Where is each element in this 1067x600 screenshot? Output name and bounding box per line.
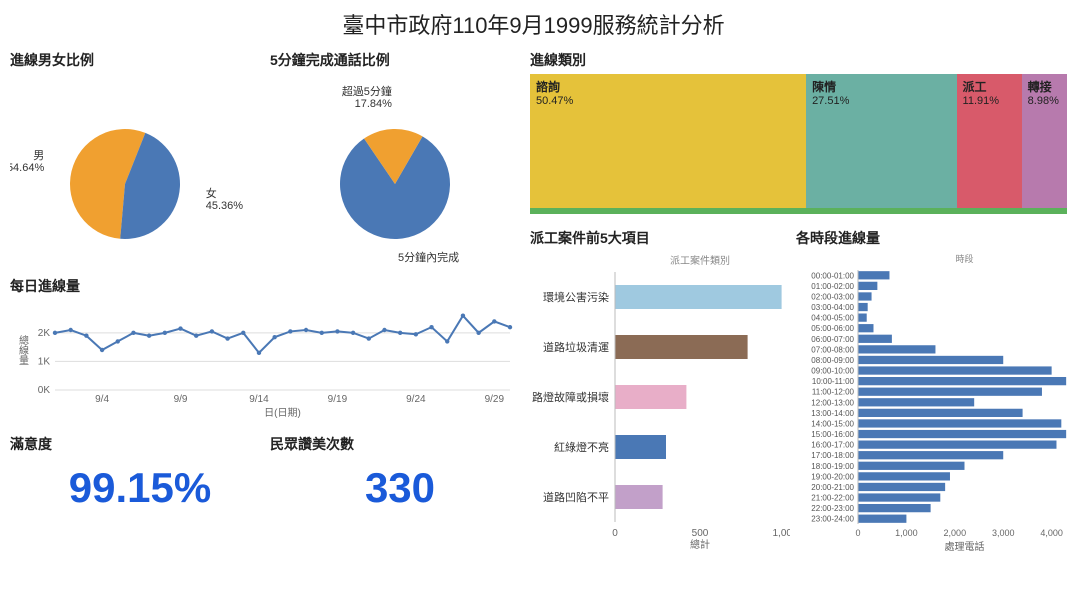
svg-text:道路垃圾清運: 道路垃圾清運 — [543, 340, 609, 354]
svg-text:17:00-18:00: 17:00-18:00 — [811, 451, 854, 460]
svg-text:9/4: 9/4 — [95, 394, 109, 405]
treemap-cell: 派工11.91% — [957, 74, 1022, 208]
fivemin-pie-title: 5分鐘完成通話比例 — [270, 50, 530, 70]
kpi-praise: 民眾讚美次數 330 — [270, 428, 530, 512]
category-treemap: 諮詢50.47%陳情27.51%派工11.91%轉接8.98% — [530, 74, 1067, 214]
svg-text:00:00-01:00: 00:00-01:00 — [811, 271, 854, 280]
hourly-block: 各時段進線量 時段 00:00-01:00 01:00-02:0002:00-03:… — [796, 222, 1067, 557]
gender-pie-title: 進線男女比例 — [10, 50, 260, 70]
svg-text:22:00-23:00: 22:00-23:00 — [811, 504, 854, 513]
svg-text:5分鐘內完成: 5分鐘內完成 — [398, 250, 459, 264]
svg-text:04:00-05:00: 04:00-05:00 — [811, 314, 854, 323]
svg-text:01:00-02:00: 01:00-02:00 — [811, 282, 854, 291]
kpi-praise-value: 330 — [270, 458, 530, 512]
svg-text:男: 男 — [33, 150, 44, 162]
page-title: 臺中市政府110年9月1999服務統計分析 — [0, 0, 1067, 44]
svg-text:13:00-14:00: 13:00-14:00 — [811, 409, 854, 418]
fivemin-pie-block: 5分鐘完成通話比例 5分鐘內完成82.16%超過5分鐘17.84% — [270, 44, 530, 264]
hourly-title: 各時段進線量 — [796, 228, 1067, 248]
svg-text:2,000: 2,000 — [944, 528, 967, 538]
svg-text:2K: 2K — [38, 328, 51, 339]
svg-text:3,000: 3,000 — [992, 528, 1015, 538]
svg-text:日(日期): 日(日期) — [264, 407, 301, 419]
gender-pie-chart: 男54.64% 女45.36% — [10, 74, 260, 264]
daily-line-block: 每日進線量 0K 1K 2K 總線量 9/4 9/9 9/14 9/19 9/24 9/29 日(日… — [10, 270, 530, 420]
kpi-satisfaction-value: 99.15% — [10, 458, 270, 512]
right-bottom-row: 派工案件前5大項目 派工案件類別環境公害污染道路垃圾清運路燈故障或損壞紅綠燈不亮… — [530, 222, 1067, 557]
svg-text:16:00-17:00: 16:00-17:00 — [811, 441, 854, 450]
svg-text:14:00-15:00: 14:00-15:00 — [811, 419, 854, 428]
daily-line-chart: 0K 1K 2K 總線量 9/4 9/9 9/14 9/19 9/24 9/29 日(日期) — [10, 300, 530, 420]
svg-text:10:00-11:00: 10:00-11:00 — [812, 377, 855, 386]
svg-text:路燈故障或損壞: 路燈故障或損壞 — [532, 390, 609, 404]
svg-text:1,000: 1,000 — [772, 528, 790, 539]
svg-text:0: 0 — [612, 528, 618, 539]
svg-text:0K: 0K — [38, 385, 51, 396]
kpi-satisfaction: 滿意度 99.15% — [10, 428, 270, 512]
svg-text:紅綠燈不亮: 紅綠燈不亮 — [554, 440, 609, 454]
svg-text:500: 500 — [692, 528, 709, 539]
kpi-praise-title: 民眾讚美次數 — [270, 434, 530, 454]
svg-text:20:00-21:00: 20:00-21:00 — [811, 483, 854, 492]
svg-text:0: 0 — [855, 528, 860, 538]
top5-chart: 派工案件類別環境公害污染道路垃圾清運路燈故障或損壞紅綠燈不亮道路凹陷不平 0 500… — [530, 252, 790, 552]
svg-text:時段: 時段 — [955, 253, 973, 264]
treemap-cell: 諮詢50.47% — [530, 74, 806, 208]
kpi-satisfaction-title: 滿意度 — [10, 434, 270, 454]
svg-text:09:00-10:00: 09:00-10:00 — [811, 367, 854, 376]
svg-text:環境公害污染: 環境公害污染 — [543, 290, 609, 304]
svg-text:02:00-03:00: 02:00-03:00 — [811, 292, 854, 301]
svg-text:總計: 總計 — [690, 538, 710, 551]
daily-line-title: 每日進線量 — [10, 276, 530, 296]
svg-text:9/9: 9/9 — [174, 394, 188, 405]
svg-text:45.36%: 45.36% — [206, 200, 244, 212]
treemap-cell: 轉接8.98% — [1022, 74, 1067, 208]
top5-block: 派工案件前5大項目 派工案件類別環境公害污染道路垃圾清運路燈故障或損壞紅綠燈不亮… — [530, 222, 790, 557]
svg-text:05:00-06:00: 05:00-06:00 — [811, 324, 854, 333]
svg-text:03:00-04:00: 03:00-04:00 — [811, 303, 854, 312]
svg-text:21:00-22:00: 21:00-22:00 — [811, 494, 854, 503]
svg-text:總線量: 總線量 — [17, 334, 29, 365]
hourly-chart: 時段 00:00-01:00 01:00-02:0002:00-03:00 03:00… — [796, 252, 1067, 552]
right-column: 進線類別 諮詢50.47%陳情27.51%派工11.91%轉接8.98% 派工案… — [530, 44, 1067, 557]
svg-text:17.84%: 17.84% — [355, 98, 393, 110]
treemap-cell: 陳情27.51% — [806, 74, 956, 208]
svg-text:女: 女 — [206, 186, 217, 200]
svg-text:處理電話: 處理電話 — [945, 540, 985, 552]
svg-text:1K: 1K — [38, 356, 51, 367]
left-column: 進線男女比例 男54.64% 女45.36% 5分鐘完成通話比例 5分鐘內完成82… — [10, 44, 530, 557]
svg-text:06:00-07:00: 06:00-07:00 — [811, 335, 854, 344]
top5-title: 派工案件前5大項目 — [530, 228, 790, 248]
gender-pie-block: 進線男女比例 男54.64% 女45.36% — [10, 44, 260, 264]
svg-text:11:00-12:00: 11:00-12:00 — [812, 388, 855, 397]
svg-text:4,000: 4,000 — [1040, 528, 1063, 538]
kpi-row: 滿意度 99.15% 民眾讚美次數 330 — [10, 428, 530, 512]
svg-text:派工案件類別: 派工案件類別 — [670, 254, 730, 267]
svg-text:9/29: 9/29 — [485, 394, 505, 405]
svg-text:道路凹陷不平: 道路凹陷不平 — [543, 490, 609, 504]
svg-text:15:00-16:00: 15:00-16:00 — [811, 430, 854, 439]
pies-row: 進線男女比例 男54.64% 女45.36% 5分鐘完成通話比例 5分鐘內完成82… — [10, 44, 530, 264]
svg-text:9/24: 9/24 — [406, 394, 426, 405]
svg-text:超過5分鐘: 超過5分鐘 — [342, 84, 392, 98]
svg-text:12:00-13:00: 12:00-13:00 — [811, 398, 854, 407]
svg-text:19:00-20:00: 19:00-20:00 — [811, 472, 854, 481]
svg-text:18:00-19:00: 18:00-19:00 — [811, 462, 854, 471]
fivemin-pie-chart: 5分鐘內完成82.16%超過5分鐘17.84% — [270, 74, 530, 264]
svg-text:08:00-09:00: 08:00-09:00 — [811, 356, 854, 365]
svg-text:1,000: 1,000 — [895, 528, 918, 538]
svg-text:9/14: 9/14 — [249, 394, 269, 405]
svg-text:23:00-24:00: 23:00-24:00 — [811, 515, 854, 524]
svg-text:9/19: 9/19 — [328, 394, 348, 405]
svg-text:54.64%: 54.64% — [10, 162, 44, 174]
svg-text:07:00-08:00: 07:00-08:00 — [811, 345, 854, 354]
dashboard-grid: 進線男女比例 男54.64% 女45.36% 5分鐘完成通話比例 5分鐘內完成82… — [0, 44, 1067, 557]
treemap-title: 進線類別 — [530, 50, 1067, 70]
